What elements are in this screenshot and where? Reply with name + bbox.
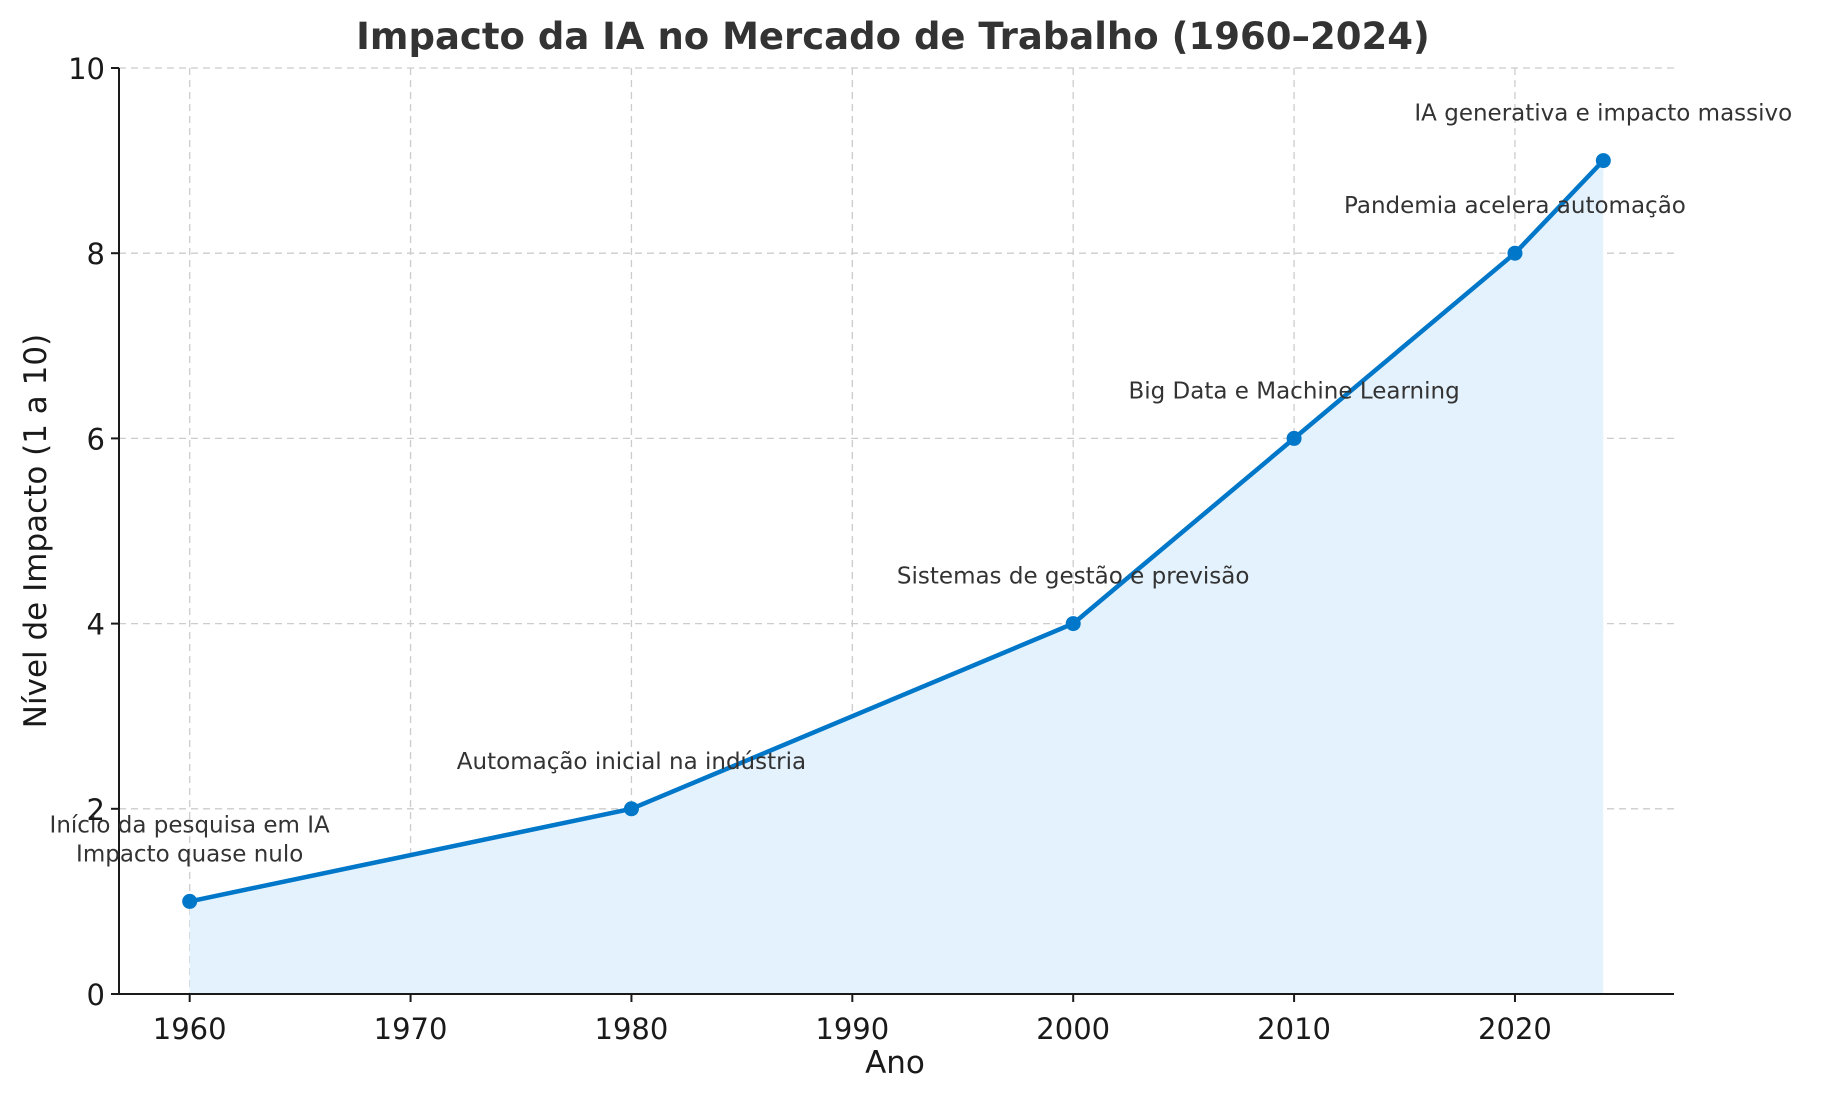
annotation: Pandemia acelera automação [1344,193,1686,219]
annotation-line: IA generativa e impacto massivo [1414,101,1792,127]
axes [118,68,1674,995]
x-tick-label: 2000 [1036,1012,1110,1046]
area-fill [189,160,1604,995]
x-tick-label: 1970 [374,1012,448,1046]
data-point [1507,245,1523,261]
data-point [1065,616,1081,632]
annotation-line: Automação inicial na indústria [457,749,806,775]
annotation: Início da pesquisa em IA Impacto quase nu… [50,812,331,867]
chart-title: Impacto da IA no Mercado de Trabalho (19… [356,15,1430,58]
y-tick-label: 2 [87,793,105,827]
x-axis-label: Ano [865,1045,925,1081]
ticks: 1960 1970 1980 1990 2000 2010 2020 0 2 4 6 8 10 [68,52,1552,1046]
y-tick-label: 8 [87,237,105,271]
area-fill-layer [189,160,1604,995]
y-tick-label: 0 [87,978,105,1012]
x-tick-label: 1990 [815,1012,889,1046]
y-tick-label: 10 [68,52,105,86]
x-tick-label: 1960 [153,1012,227,1046]
x-tick-label: 2020 [1478,1012,1552,1046]
data-point [182,893,198,909]
series-line [187,158,1606,904]
data-point [1595,153,1611,169]
annotation-line: Impacto quase nulo [76,841,303,867]
annotation-line: Pandemia acelera automação [1344,193,1686,219]
annotation-line: Início da pesquisa em IA [50,812,331,838]
y-tick-label: 4 [87,608,105,642]
annotation-line: Sistemas de gestão e previsão [897,564,1250,590]
annotation: IA generativa e impacto massivo [1414,101,1792,127]
data-point [623,801,639,817]
annotation: Sistemas de gestão e previsão [897,564,1250,590]
series-points [182,153,1611,909]
annotation-line: Big Data e Machine Learning [1128,378,1459,404]
annotations: Início da pesquisa em IA Impacto quase nu… [50,101,1793,868]
y-tick-label: 6 [87,422,105,456]
annotation: Big Data e Machine Learning [1128,378,1459,404]
data-point [1286,430,1302,446]
series-line-layer [187,158,1606,904]
x-tick-label: 1980 [595,1012,669,1046]
x-tick-label: 2010 [1257,1012,1331,1046]
annotation: Automação inicial na indústria [457,749,806,775]
y-axis-label: Nível de Impacto (1 a 10) [18,334,54,728]
